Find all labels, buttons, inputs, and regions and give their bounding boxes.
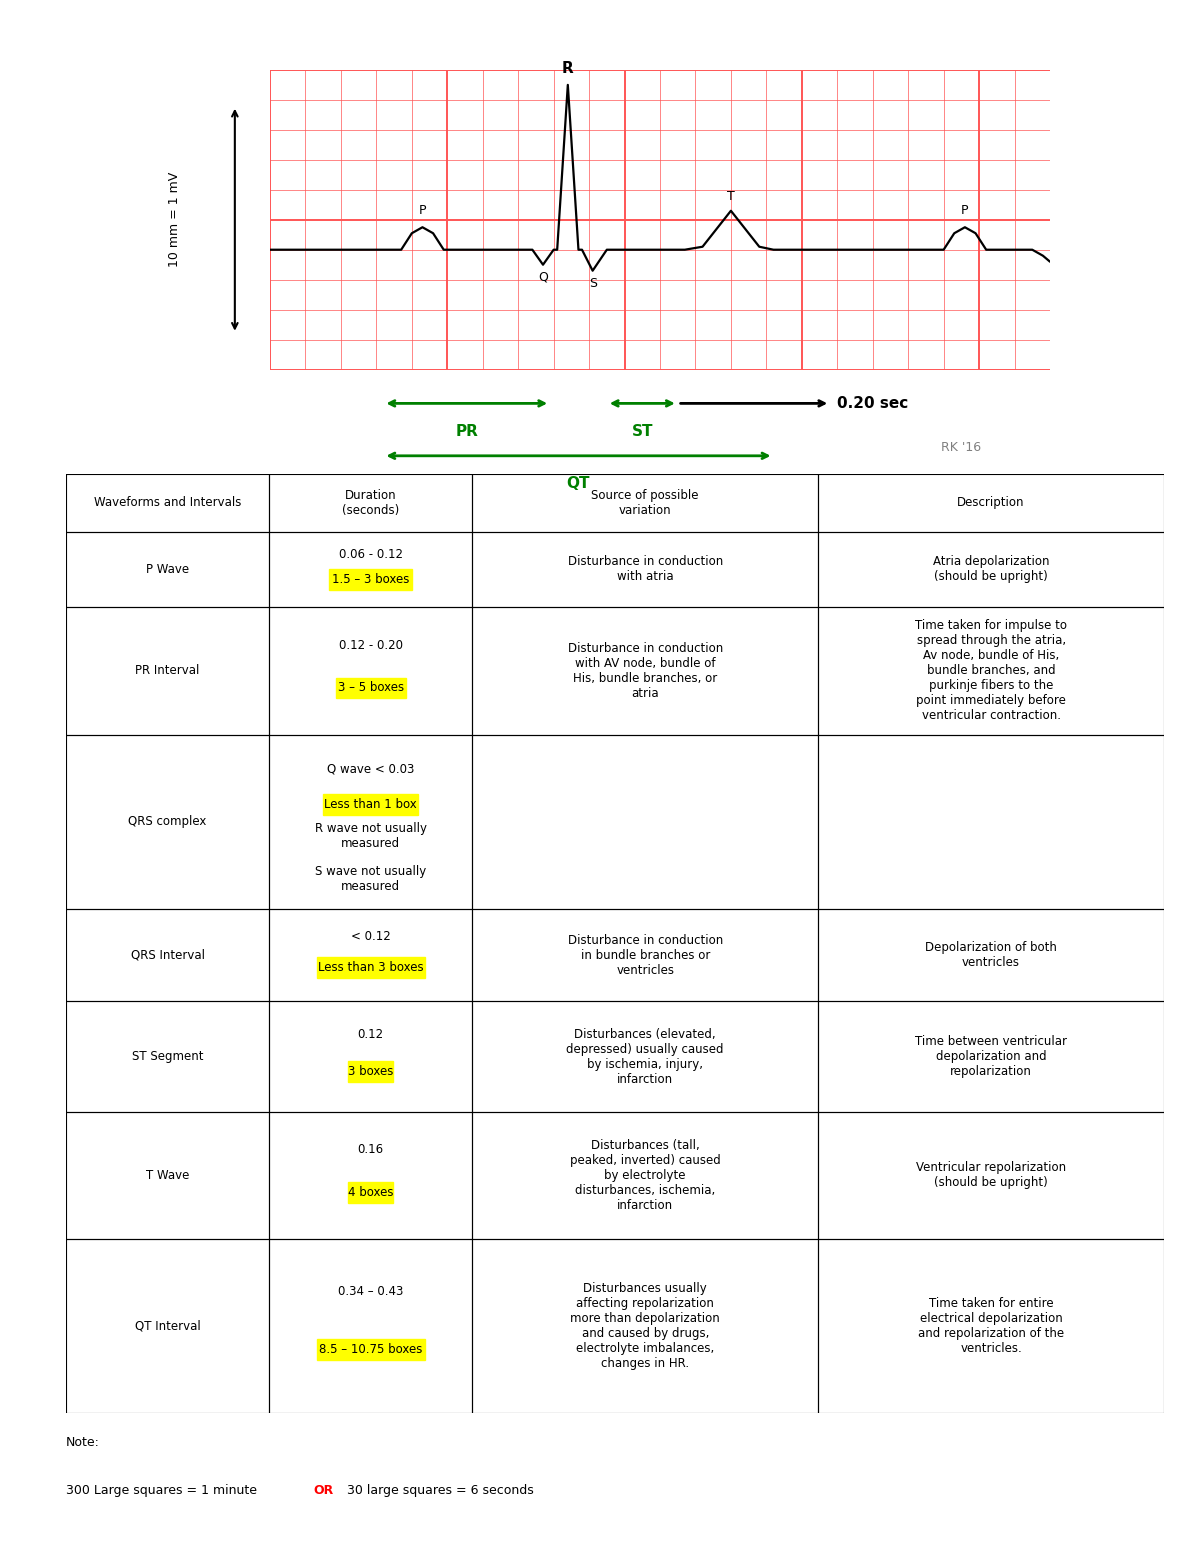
Text: 10 mm = 1 mV: 10 mm = 1 mV [168, 172, 181, 267]
Bar [348, 1182, 392, 1202]
Text: PR: PR [455, 424, 479, 439]
Text: T Wave: T Wave [146, 1169, 190, 1182]
Text: 8.5 – 10.75 boxes: 8.5 – 10.75 boxes [319, 1343, 422, 1356]
Text: PR Interval: PR Interval [136, 665, 199, 677]
Text: 3 – 5 boxes: 3 – 5 boxes [337, 682, 403, 694]
Text: Atria depolarization
(should be upright): Atria depolarization (should be upright) [932, 556, 1049, 584]
Text: 0.34 – 0.43: 0.34 – 0.43 [338, 1284, 403, 1298]
Text: 3 boxes: 3 boxes [348, 1065, 394, 1078]
Bar [329, 568, 412, 590]
Text: Less than 1 box: Less than 1 box [324, 798, 418, 811]
Text: QT Interval: QT Interval [134, 1320, 200, 1332]
Text: Disturbances (tall,
peaked, inverted) caused
by electrolyte
disturbances, ischem: Disturbances (tall, peaked, inverted) ca… [570, 1138, 720, 1211]
Text: 0.12 - 0.20: 0.12 - 0.20 [338, 638, 403, 652]
Text: P: P [419, 203, 426, 217]
Text: 30 large squares = 6 seconds: 30 large squares = 6 seconds [343, 1483, 534, 1497]
Text: Time taken for entire
electrical depolarization
and repolarization of the
ventri: Time taken for entire electrical depolar… [918, 1297, 1064, 1356]
Text: Q wave < 0.03: Q wave < 0.03 [328, 763, 414, 776]
Text: S: S [589, 276, 596, 290]
Text: 0.16: 0.16 [358, 1143, 384, 1157]
Bar [323, 794, 419, 815]
Text: Time taken for impulse to
spread through the atria,
Av node, bundle of His,
bund: Time taken for impulse to spread through… [916, 620, 1067, 722]
Text: 1.5 – 3 boxes: 1.5 – 3 boxes [332, 573, 409, 585]
Text: Less than 3 boxes: Less than 3 boxes [318, 961, 424, 974]
Bar [317, 1339, 425, 1360]
Text: Note:: Note: [66, 1437, 100, 1449]
Text: Duration
(seconds): Duration (seconds) [342, 489, 400, 517]
Text: QRS Interval: QRS Interval [131, 949, 204, 961]
Text: 4 boxes: 4 boxes [348, 1186, 394, 1199]
Text: Source of possible
variation: Source of possible variation [592, 489, 698, 517]
Text: Ventricular repolarization
(should be upright): Ventricular repolarization (should be up… [916, 1162, 1066, 1190]
Text: R: R [562, 61, 574, 76]
Text: RK '16: RK '16 [941, 441, 982, 453]
Text: ST: ST [631, 424, 653, 439]
Text: Disturbance in conduction
with atria: Disturbance in conduction with atria [568, 556, 722, 584]
Text: 0.06 - 0.12: 0.06 - 0.12 [338, 548, 403, 561]
Text: P Wave: P Wave [146, 562, 190, 576]
Text: OR: OR [313, 1483, 334, 1497]
Text: Disturbance in conduction
in bundle branches or
ventricles: Disturbance in conduction in bundle bran… [568, 933, 722, 977]
Bar [348, 1061, 392, 1081]
Text: 0.12: 0.12 [358, 1028, 384, 1041]
Text: Description: Description [958, 495, 1025, 509]
Text: Disturbances usually
affecting repolarization
more than depolarization
and cause: Disturbances usually affecting repolariz… [570, 1283, 720, 1370]
Bar [336, 677, 406, 699]
Text: QT: QT [566, 477, 590, 491]
Text: Time between ventricular
depolarization and
repolarization: Time between ventricular depolarization … [916, 1034, 1067, 1078]
Bar [317, 957, 425, 978]
Text: 0.20 sec: 0.20 sec [838, 396, 908, 412]
Text: Disturbances (elevated,
depressed) usually caused
by ischemia, injury,
infarctio: Disturbances (elevated, depressed) usual… [566, 1028, 724, 1086]
Text: P: P [961, 203, 968, 217]
Text: QRS complex: QRS complex [128, 815, 206, 828]
Text: Depolarization of both
ventricles: Depolarization of both ventricles [925, 941, 1057, 969]
Text: Waveforms and Intervals: Waveforms and Intervals [94, 495, 241, 509]
Text: R wave not usually
measured: R wave not usually measured [314, 822, 427, 849]
Text: ST Segment: ST Segment [132, 1050, 203, 1064]
Text: Disturbance in conduction
with AV node, bundle of
His, bundle branches, or
atria: Disturbance in conduction with AV node, … [568, 641, 722, 700]
Text: T: T [727, 191, 734, 203]
Text: S wave not usually
measured: S wave not usually measured [316, 865, 426, 893]
Text: 300 Large squares = 1 minute: 300 Large squares = 1 minute [66, 1483, 262, 1497]
Text: Q: Q [538, 270, 548, 284]
Text: < 0.12: < 0.12 [350, 930, 390, 943]
